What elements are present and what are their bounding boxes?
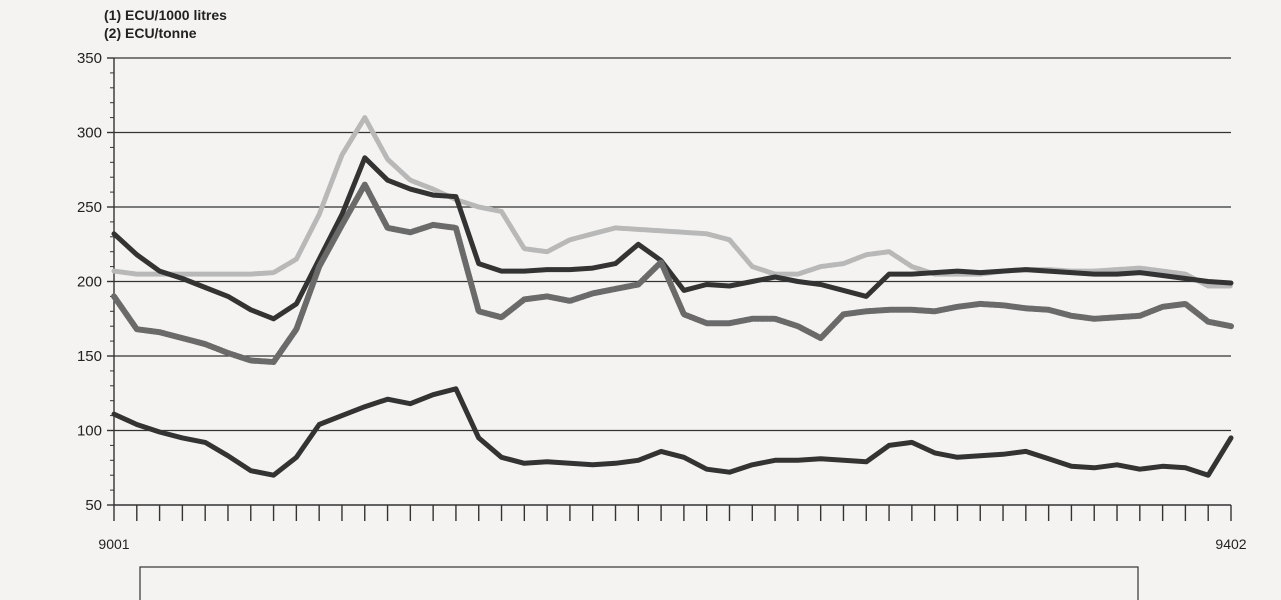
y-tick-label-200: 200 bbox=[77, 274, 102, 291]
x-end-label: 9402 bbox=[1215, 536, 1246, 552]
axes bbox=[107, 57, 1232, 521]
y-tick-label-300: 300 bbox=[77, 125, 102, 142]
grid-lines bbox=[114, 57, 1231, 432]
unit-label-2: (2) ECU/tonne bbox=[104, 25, 197, 41]
unit-label-1: (1) ECU/1000 litres bbox=[104, 7, 227, 23]
y-tick-label-350: 350 bbox=[77, 50, 102, 67]
legend-box bbox=[139, 566, 1139, 600]
series-lines bbox=[111, 115, 1234, 478]
series-line-dark-lower bbox=[111, 386, 1234, 478]
y-tick-label-150: 150 bbox=[77, 348, 102, 365]
y-tick-label-250: 250 bbox=[77, 199, 102, 216]
x-start-label: 9001 bbox=[98, 536, 129, 552]
tick-labels: 50 100 150 200 250 300 350 9001 9402 bbox=[77, 50, 1247, 552]
y-tick-label-100: 100 bbox=[77, 423, 102, 440]
series-line-medium bbox=[111, 181, 1234, 365]
y-tick-label-50: 50 bbox=[85, 497, 102, 514]
series-line-dark bbox=[111, 155, 1234, 322]
series-line-light bbox=[111, 115, 1234, 289]
